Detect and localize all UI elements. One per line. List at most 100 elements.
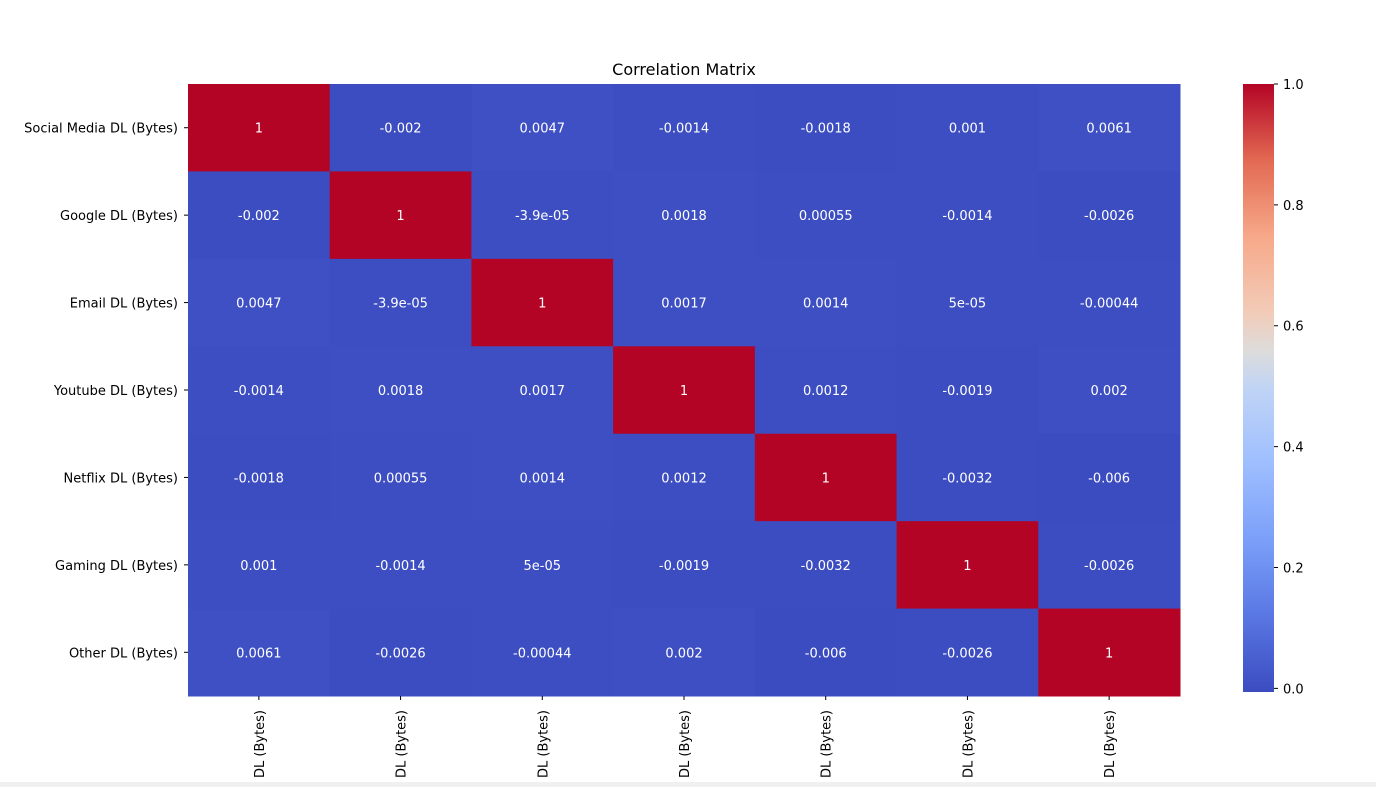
heatmap-cell-r2-c0 <box>188 258 331 347</box>
cell-annotation-r5-c0: 0.001 <box>240 559 277 574</box>
cell-annotation-r5-c1: -0.0014 <box>375 559 425 574</box>
cell-annotation-r1-c2: -3.9e-05 <box>515 209 570 224</box>
cell-annotation-r2-c0: 0.0047 <box>236 297 282 312</box>
cell-annotation-r6-c6: 1 <box>1105 646 1113 661</box>
cell-annotation-r6-c0: 0.0061 <box>236 646 282 661</box>
colorbar-tick-label: 1.0 <box>1283 78 1304 93</box>
cell-annotation-r6-c1: -0.0026 <box>375 646 425 661</box>
heatmap-cell-r4-c0 <box>188 433 331 522</box>
heatmap-cell-r2-c4 <box>754 258 898 347</box>
heatmap-cell-r3-c6 <box>1038 346 1181 435</box>
heatmap-cell-r0-c3 <box>613 84 756 172</box>
cell-annotation-r1-c3: 0.0018 <box>661 209 707 224</box>
heatmap-cell-r5-c0 <box>188 521 331 610</box>
cell-annotation-r1-c1: 1 <box>396 209 404 224</box>
cell-annotation-r4-c6: -0.006 <box>1088 471 1130 486</box>
heatmap-cell-r2-c2 <box>471 258 614 347</box>
cell-annotation-r6-c5: -0.0026 <box>942 646 992 661</box>
heatmap-cell-r5-c3 <box>613 521 756 610</box>
cell-annotation-r4-c2: 0.0014 <box>520 471 566 486</box>
heatmap-cell-r5-c2 <box>471 521 614 610</box>
heatmap-cell-r4-c2 <box>471 433 614 522</box>
heatmap-cell-r1-c0 <box>188 171 331 260</box>
heatmap-cell-r3-c0 <box>188 346 331 435</box>
heatmap-cell-r3-c1 <box>329 346 472 435</box>
cell-annotation-r5-c6: -0.0026 <box>1084 559 1134 574</box>
heatmap-cell-r5-c6 <box>1038 521 1181 610</box>
cell-annotation-r2-c4: 0.0014 <box>803 297 849 312</box>
cell-annotation-r4-c1: 0.00055 <box>374 471 428 486</box>
heatmap-cell-r6-c2 <box>471 608 614 697</box>
cell-annotation-r6-c2: -0.00044 <box>513 646 571 661</box>
heatmap-cell-r3-c3 <box>613 346 756 435</box>
cell-annotation-r6-c4: -0.006 <box>805 646 847 661</box>
column-label: DL (Bytes) <box>1103 710 1118 778</box>
row-label: Social Media DL (Bytes) <box>24 122 178 137</box>
cell-annotation-r5-c2: 5e-05 <box>524 559 562 574</box>
column-label: DL (Bytes) <box>253 710 268 778</box>
chart-title: Correlation Matrix <box>612 60 756 79</box>
cell-annotation-r0-c5: 0.001 <box>949 122 986 137</box>
cell-annotation-r1-c0: -0.002 <box>238 209 280 224</box>
row-label: Other DL (Bytes) <box>69 646 178 661</box>
cell-annotation-r1-c4: 0.00055 <box>799 209 853 224</box>
column-label: DL (Bytes) <box>536 710 551 778</box>
cell-annotation-r6-c3: 0.002 <box>665 646 702 661</box>
heatmap-cell-r1-c1 <box>329 171 472 260</box>
cell-annotation-r5-c3: -0.0019 <box>659 559 709 574</box>
heatmap-cell-r0-c4 <box>754 84 898 172</box>
cell-annotation-r0-c1: -0.002 <box>380 122 422 137</box>
bottom-strip <box>0 782 1376 787</box>
cell-annotation-r1-c6: -0.0026 <box>1084 209 1134 224</box>
column-label: DL (Bytes) <box>395 710 410 778</box>
heatmap-cells <box>188 84 1181 697</box>
cell-annotation-r2-c6: -0.00044 <box>1080 297 1138 312</box>
cell-annotation-r3-c3: 1 <box>680 384 688 399</box>
cell-annotation-r3-c2: 0.0017 <box>520 384 566 399</box>
cell-annotation-r2-c1: -3.9e-05 <box>373 297 428 312</box>
row-label: Google DL (Bytes) <box>60 209 178 224</box>
heatmap-cell-r5-c4 <box>754 521 898 610</box>
cell-annotation-r2-c3: 0.0017 <box>661 297 707 312</box>
heatmap-cell-r2-c1 <box>329 258 472 347</box>
cell-annotation-r2-c2: 1 <box>538 297 546 312</box>
colorbar-tick-label: 0.4 <box>1283 441 1304 456</box>
heatmap-cell-r1-c3 <box>613 171 756 260</box>
cell-annotation-r5-c5: 1 <box>963 559 971 574</box>
heatmap-cell-r6-c1 <box>329 608 472 697</box>
heatmap-cell-r5-c1 <box>329 521 472 610</box>
cell-annotation-r5-c4: -0.0032 <box>801 559 851 574</box>
colorbar-tick-label: 0.2 <box>1283 561 1304 576</box>
cell-annotation-r0-c4: -0.0018 <box>801 122 851 137</box>
column-label: DL (Bytes) <box>961 710 976 778</box>
heatmap-cell-r1-c5 <box>896 171 1039 260</box>
heatmap-cell-r6-c4 <box>754 608 898 697</box>
heatmap-cell-r1-c6 <box>1038 171 1181 260</box>
heatmap-cell-r3-c2 <box>471 346 614 435</box>
colorbar-tick-label: 0.0 <box>1283 682 1304 697</box>
heatmap-cell-r4-c3 <box>613 433 756 522</box>
heatmap-cell-r3-c4 <box>754 346 898 435</box>
heatmap-cell-r2-c6 <box>1038 258 1181 347</box>
heatmap-cell-r6-c5 <box>896 608 1039 697</box>
colorbar-gradient <box>1243 84 1274 692</box>
cell-annotation-r4-c0: -0.0018 <box>234 471 284 486</box>
heatmap-cell-r6-c0 <box>188 608 331 697</box>
cell-annotations: 1 -0.002 0.0047 -0.0014 -0.0018 0.001 0.0061 -0… <box>234 122 1139 662</box>
heatmap-cell-r4-c1 <box>329 433 472 522</box>
cell-annotation-r0-c2: 0.0047 <box>520 122 566 137</box>
heatmap-cell-r0-c5 <box>896 84 1039 172</box>
cell-annotation-r3-c5: -0.0019 <box>942 384 992 399</box>
row-label: Gaming DL (Bytes) <box>55 559 178 574</box>
heatmap-cell-r1-c4 <box>754 171 898 260</box>
cell-annotation-r4-c4: 1 <box>822 471 830 486</box>
heatmap-cell-r0-c0 <box>188 84 331 172</box>
heatmap-cell-r4-c4 <box>754 433 898 522</box>
heatmap-cell-r0-c6 <box>1038 84 1181 172</box>
cell-annotation-r0-c6: 0.0061 <box>1086 122 1132 137</box>
cell-annotation-r0-c3: -0.0014 <box>659 122 709 137</box>
row-label: Netflix DL (Bytes) <box>64 471 178 486</box>
cell-annotation-r2-c5: 5e-05 <box>949 297 987 312</box>
heatmap-cell-r1-c2 <box>471 171 614 260</box>
